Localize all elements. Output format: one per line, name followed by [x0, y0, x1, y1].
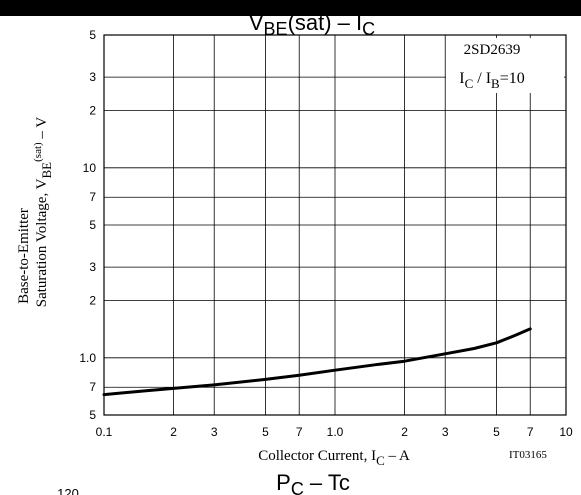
x-tick-label: 2 — [170, 425, 177, 439]
y-axis-label-line1: Base-to-Emitter — [16, 208, 32, 304]
top-black-bar — [0, 0, 581, 16]
next-chart-partial-tick: 120 — [57, 486, 79, 495]
y-tick-label: 7 — [89, 190, 96, 204]
x-tick-label: 1.0 — [327, 425, 344, 439]
x-tick-label: 0.1 — [96, 425, 113, 439]
y-tick-label: 5 — [89, 408, 96, 422]
x-axis-label: Collector Current, IC – A — [258, 448, 410, 468]
x-tick-label: 5 — [493, 425, 500, 439]
chart-title: VBE(sat) – IC — [249, 10, 375, 39]
figure-id: IT03165 — [509, 449, 547, 461]
y-tick-label: 3 — [89, 70, 96, 84]
y-tick-label: 3 — [89, 260, 96, 274]
x-tick-labels: 0.1 2 3 5 7 1.0 2 3 5 7 10 — [96, 425, 573, 439]
y-axis-label-line2: Saturation Voltage, VBE(sat) – V — [32, 117, 54, 308]
y-tick-label: 1.0 — [79, 351, 96, 365]
y-tick-label: 10 — [83, 161, 97, 175]
ratio-condition-label: IC / IB=10 — [459, 70, 524, 91]
x-tick-label: 7 — [296, 425, 303, 439]
x-tick-label: 10 — [559, 425, 573, 439]
plot-frame — [103, 34, 567, 416]
x-tick-label: 3 — [211, 425, 218, 439]
x-tick-label: 7 — [527, 425, 534, 439]
data-series — [102, 327, 532, 397]
series-line — [102, 327, 532, 397]
x-tick-label: 2 — [401, 425, 408, 439]
y-tick-label: 2 — [89, 294, 96, 308]
next-chart-title: PC – Tc — [276, 470, 350, 495]
x-tick-label: 3 — [442, 425, 449, 439]
annotation-background — [446, 38, 564, 93]
y-tick-label: 5 — [89, 218, 96, 232]
grid-lines — [103, 34, 567, 416]
y-tick-label: 7 — [89, 380, 96, 394]
y-tick-labels: 5 3 2 10 7 5 3 2 1.0 7 5 — [79, 28, 96, 422]
y-tick-label: 2 — [89, 104, 96, 118]
part-number-label: 2SD2639 — [464, 42, 521, 58]
y-tick-label: 5 — [89, 28, 96, 42]
x-tick-label: 5 — [262, 425, 269, 439]
